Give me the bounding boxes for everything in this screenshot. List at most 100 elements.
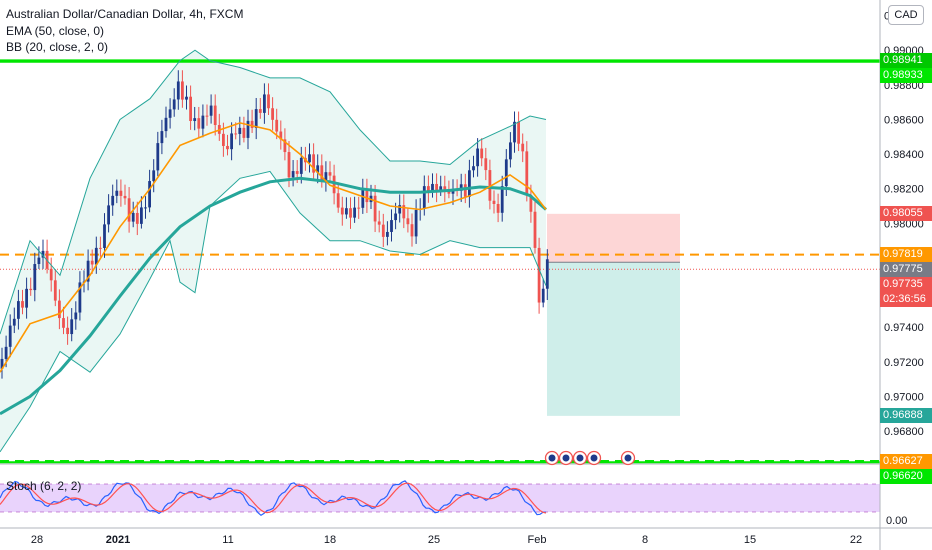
candle-body-10: [41, 250, 45, 258]
event-flag-dot-1: [562, 454, 570, 462]
bb-indicator-label[interactable]: BB (20, close, 2, 0): [6, 40, 109, 54]
candle-body-40: [164, 117, 168, 132]
price-tag-8[interactable]: 0.96627: [880, 453, 932, 469]
candle-body-99: [406, 218, 410, 225]
candle-body-116: [476, 148, 479, 167]
symbol-title[interactable]: Australian Dollar/Canadian Dollar, 4h, F…: [6, 7, 244, 21]
candle-body-50: [205, 115, 209, 117]
candle-body-89: [365, 189, 369, 203]
stoch-band-fill: [0, 484, 880, 512]
price-tag-5[interactable]: 0.97735: [880, 277, 932, 293]
price-tag-1[interactable]: 0.98933: [880, 67, 932, 83]
candle-body-15: [62, 318, 65, 328]
candle-body-59: [242, 127, 246, 138]
candle-body-86: [353, 207, 356, 218]
candle-body-38: [156, 143, 160, 171]
candle-body-92: [377, 221, 381, 225]
y-tick-label-4: 0.98400: [884, 149, 924, 161]
candle-body-91: [373, 195, 377, 222]
candle-body-60: [246, 120, 250, 138]
candle-body-120: [492, 200, 496, 204]
candle-body-130: [533, 211, 537, 248]
candle-body-28: [115, 190, 119, 196]
price-plot[interactable]: [0, 49, 880, 464]
candle-body-25: [103, 224, 106, 248]
candle-body-122: [500, 186, 504, 213]
price-tag-0[interactable]: 0.98941: [880, 52, 932, 68]
candle-body-88: [361, 189, 365, 208]
candle-body-98: [402, 205, 406, 219]
candle-body-54: [222, 133, 225, 146]
candle-body-47: [193, 118, 197, 122]
candle-body-66: [271, 108, 274, 120]
candle-body-112: [459, 184, 463, 191]
candle-body-35: [144, 207, 147, 209]
candle-body-127: [521, 143, 525, 152]
x-tick-label-4: 25: [428, 534, 440, 546]
candle-body-31: [127, 198, 131, 222]
candle-body-23: [94, 247, 98, 265]
price-tag-7[interactable]: 0.96888: [880, 408, 932, 424]
candle-body-0: [0, 358, 4, 369]
candle-body-87: [357, 207, 361, 209]
candle-body-96: [394, 213, 397, 221]
candle-body-73: [299, 157, 303, 174]
candle-body-108: [443, 186, 447, 192]
candle-body-107: [439, 186, 443, 191]
candle-body-17: [70, 319, 74, 335]
event-flag-dot-3: [590, 454, 598, 462]
candle-body-2: [8, 325, 12, 347]
candle-body-128: [525, 151, 529, 195]
candle-body-118: [484, 158, 488, 171]
candle-body-85: [349, 208, 352, 218]
candle-body-110: [451, 189, 455, 194]
candle-body-80: [328, 172, 332, 176]
currency-badge[interactable]: CAD: [888, 5, 924, 25]
candle-body-9: [37, 257, 41, 265]
candle-body-67: [275, 119, 279, 132]
series-line-3: [0, 170, 547, 453]
candle-body-117: [480, 148, 484, 159]
price-tag-2[interactable]: 0.98055: [880, 206, 932, 222]
y-tick-label-10: 0.97200: [884, 357, 924, 369]
candle-body-103: [422, 186, 426, 209]
candle-body-37: [152, 170, 156, 182]
candle-body-41: [168, 109, 172, 118]
candle-body-30: [123, 195, 127, 199]
candle-body-26: [107, 205, 110, 225]
candle-body-4: [17, 301, 20, 319]
ema-indicator-label[interactable]: EMA (50, close, 0): [6, 23, 105, 38]
candle-body-33: [135, 212, 139, 224]
y-tick-label-6: 0.98000: [884, 218, 924, 230]
candle-body-42: [172, 99, 176, 110]
x-tick-label-8: 22: [850, 534, 862, 546]
price-tag-3[interactable]: 0.97819: [880, 247, 932, 263]
price-tag-9[interactable]: 0.96620: [880, 468, 932, 484]
candle-body-132: [541, 288, 545, 303]
candle-body-105: [431, 183, 434, 192]
candle-body-7: [29, 288, 33, 291]
economic-events[interactable]: [544, 450, 636, 466]
candle-body-77: [316, 165, 320, 173]
candle-body-46: [189, 96, 192, 122]
candle-body-48: [197, 118, 201, 129]
candle-body-36: [148, 181, 151, 208]
y-tick-label-3: 0.98600: [884, 114, 924, 126]
candle-body-97: [398, 205, 402, 214]
x-tick-label-6: 8: [642, 534, 648, 546]
time-axis[interactable]: 28 2021 11 18 25 Feb 8 15 22: [31, 534, 862, 546]
stoch-indicator-label[interactable]: Stoch (6, 2, 2): [6, 479, 82, 493]
stochastic-pane[interactable]: 100.000.00: [0, 471, 920, 527]
take-profit-zone: [547, 262, 680, 416]
candle-body-58: [238, 127, 242, 134]
candle-body-65: [267, 94, 270, 109]
price-tag-6[interactable]: 02:36:56: [880, 292, 932, 308]
price-tag-4[interactable]: 0.97775: [880, 262, 932, 278]
candle-body-76: [312, 154, 315, 173]
candle-body-106: [435, 183, 438, 191]
candle-body-69: [283, 139, 287, 153]
candle-body-56: [230, 133, 233, 150]
candle-body-63: [258, 109, 262, 113]
candle-body-104: [427, 186, 430, 192]
